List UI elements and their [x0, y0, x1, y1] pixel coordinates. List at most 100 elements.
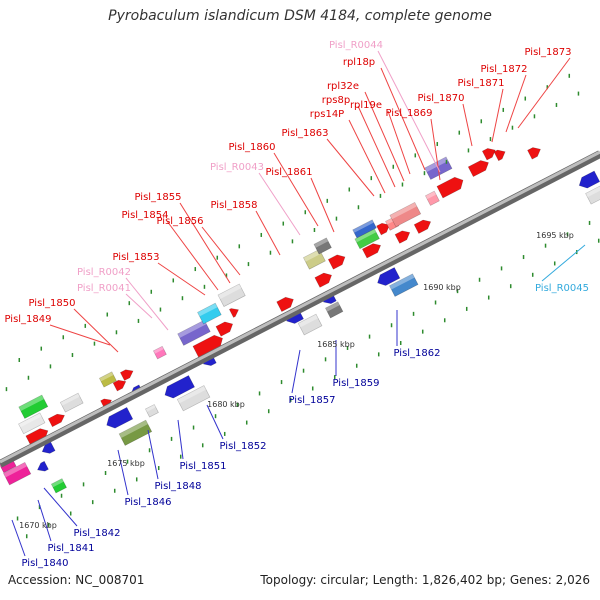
reverse-gene-1-shine — [3, 462, 27, 478]
gene-label-Pisl_1858: Pisl_1858 — [210, 200, 257, 211]
reverse-gene-1-shape — [3, 461, 32, 486]
accession-text: Accession: NC_008701 — [8, 573, 145, 587]
leader-Pisl_1840 — [11, 519, 26, 557]
gene-label-Pisl_1854: Pisl_1854 — [121, 210, 168, 221]
forward-gene-19 — [313, 237, 332, 255]
kbp-marker-label: 1670 kbp — [19, 521, 57, 530]
leader-rpl32e — [364, 91, 405, 182]
forward-gene-16-shape — [228, 308, 239, 318]
gene-label-Pisl_R0045: Pisl_R0045 — [535, 283, 589, 294]
reverse-gene-19-shape — [578, 170, 600, 189]
forward-gene-19-shine — [313, 237, 329, 248]
leader-Pisl_1870 — [462, 103, 473, 147]
reverse-gene-7 — [118, 419, 153, 446]
forward-gene-11-shape — [177, 319, 211, 346]
leader-Pisl_1855 — [179, 202, 231, 284]
forward-gene-2 — [18, 394, 49, 419]
forward-gene-5-shape — [59, 392, 84, 413]
forward-gene-1-shine — [18, 412, 42, 428]
gene-label-Pisl_1873: Pisl_1873 — [524, 47, 571, 58]
leader-Pisl_1858 — [255, 210, 281, 256]
leader-Pisl_1848 — [147, 429, 159, 480]
forward-gene-16 — [228, 308, 239, 318]
leader-Pisl_R0043 — [258, 172, 301, 236]
gene-label-Pisl_1846: Pisl_1846 — [124, 497, 171, 508]
reverse-gene-10 — [164, 375, 195, 399]
gene-label-Pisl_1848: Pisl_1848 — [154, 481, 201, 492]
forward-gene-28-shine — [425, 191, 437, 200]
forward-gene-25-shape — [376, 222, 390, 236]
gene-label-Pisl_1860: Pisl_1860 — [228, 142, 275, 153]
gene-label-Pisl_1851: Pisl_1851 — [179, 461, 226, 472]
leader-Pisl_1852 — [206, 404, 224, 440]
position-ticks — [5, 73, 600, 539]
forward-gene-30-shape — [394, 230, 411, 244]
leader-rpl19e — [387, 110, 411, 175]
gene-label-Pisl_1856: Pisl_1856 — [156, 216, 203, 227]
gene-label-Pisl_1871: Pisl_1871 — [457, 78, 504, 89]
forward-gene-24-shape — [361, 243, 382, 259]
forward-gene-10-shine — [153, 346, 164, 354]
forward-gene-23-shine — [352, 219, 374, 233]
forward-gene-18 — [303, 248, 326, 270]
leader-Pisl_1849 — [49, 324, 111, 346]
gene-label-Pisl_1861: Pisl_1861 — [265, 167, 312, 178]
forward-gene-36-shape — [527, 147, 541, 160]
gene-label-Pisl_1852: Pisl_1852 — [219, 441, 266, 452]
gene-label-Pisl_1842: Pisl_1842 — [73, 528, 120, 539]
forward-gene-19-shape — [313, 237, 332, 255]
forward-gene-4-shape — [47, 413, 65, 428]
gene-label-rps14P: rps14P — [310, 109, 344, 120]
forward-gene-10-shape — [152, 345, 167, 360]
kbp-marker-label: 1685 kbp — [317, 340, 355, 349]
forward-gene-14-shape — [192, 334, 223, 359]
gene-label-Pisl_1857: Pisl_1857 — [288, 395, 335, 406]
reverse-gene-15-shape — [325, 301, 344, 319]
kbp-marker-label: 1690 kbp — [423, 283, 461, 292]
gene-label-Pisl_1853: Pisl_1853 — [112, 252, 159, 263]
genome-stats-text: Topology: circular; Length: 1,826,402 bp… — [260, 573, 590, 587]
gene-label-Pisl_1870: Pisl_1870 — [417, 93, 464, 104]
forward-gene-27-shine — [389, 202, 417, 220]
forward-gene-13 — [217, 283, 246, 307]
forward-gene-12-shape — [197, 302, 222, 325]
forward-gene-14 — [192, 334, 223, 359]
forward-gene-5-shine — [60, 393, 80, 406]
forward-gene-7 — [112, 379, 127, 392]
leader-Pisl_1863 — [326, 138, 375, 197]
forward-gene-4 — [47, 413, 65, 428]
reverse-gene-3-shape — [37, 460, 49, 472]
reverse-gene-8-shine — [145, 404, 156, 412]
forward-gene-36 — [527, 147, 541, 160]
forward-gene-25 — [376, 222, 390, 236]
reverse-gene-8-shape — [145, 404, 159, 418]
gene-label-Pisl_1849: Pisl_1849 — [4, 314, 51, 325]
forward-gene-1-shape — [18, 412, 46, 435]
reverse-gene-14 — [297, 313, 323, 336]
reverse-gene-1 — [3, 461, 32, 486]
genome-backbone — [0, 150, 600, 468]
forward-gene-15 — [215, 321, 234, 337]
leader-Pisl_R0044 — [377, 50, 441, 173]
kbp-marker-label: 1695 kbp — [536, 231, 574, 240]
reverse-gene-14-shape — [297, 313, 323, 336]
gene-label-Pisl_R0044: Pisl_R0044 — [329, 40, 383, 51]
forward-gene-24 — [361, 243, 382, 259]
forward-gene-23 — [352, 219, 377, 239]
forward-gene-2-shape — [18, 394, 49, 419]
gene-label-Pisl_R0041: Pisl_R0041 — [77, 283, 131, 294]
gene-label-rpl32e: rpl32e — [327, 81, 359, 92]
reverse-gene-18-shape — [389, 273, 419, 297]
forward-gene-7-shape — [112, 379, 127, 392]
gene-label-Pisl_1863: Pisl_1863 — [281, 128, 328, 139]
forward-gene-34 — [481, 148, 496, 161]
reverse-gene-18 — [389, 273, 419, 297]
forward-gene-13-shine — [217, 284, 242, 300]
leader-Pisl_1846 — [117, 449, 129, 496]
forward-gene-27 — [389, 201, 422, 228]
gene-label-Pisl_R0043: Pisl_R0043 — [210, 162, 264, 173]
kbp-marker-label: 1680 kbp — [207, 400, 245, 409]
reverse-gene-11-shine — [177, 385, 207, 404]
forward-gene-10 — [152, 345, 167, 360]
leader-Pisl_1842 — [43, 487, 78, 527]
